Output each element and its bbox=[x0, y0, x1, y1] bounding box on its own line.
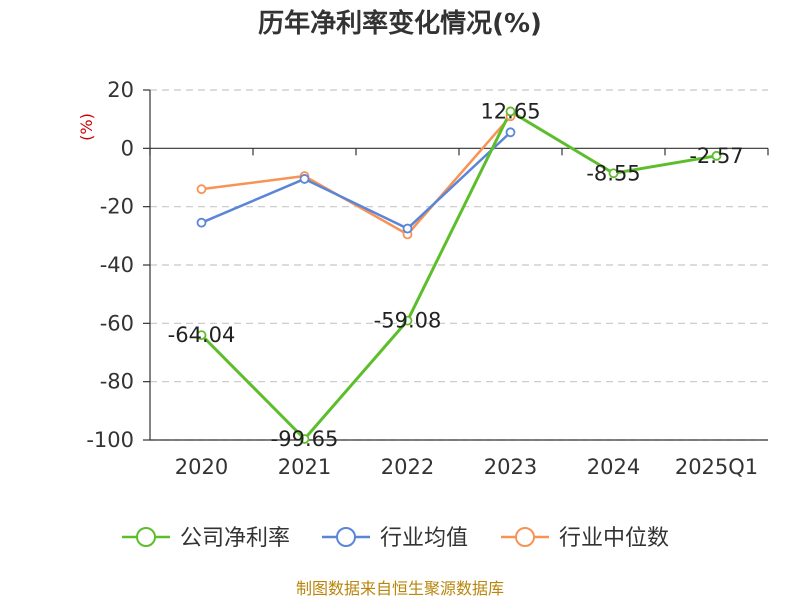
data-point bbox=[608, 168, 619, 179]
data-point bbox=[196, 184, 207, 195]
y-tick-label: 0 bbox=[121, 136, 134, 160]
data-point bbox=[505, 106, 516, 117]
legend-label: 公司净利率 bbox=[180, 526, 290, 551]
legend-item[interactable]: 行业中位数 bbox=[501, 526, 669, 551]
data-label: 12.65 bbox=[480, 99, 540, 123]
series-line bbox=[201, 131, 512, 230]
series-points bbox=[196, 106, 722, 444]
legend[interactable]: 公司净利率 行业均值 行业中位数 bbox=[122, 526, 669, 551]
x-tick-label: 2020 bbox=[175, 455, 228, 479]
y-tick-label: -60 bbox=[100, 311, 134, 335]
data-point bbox=[711, 150, 722, 161]
data-point bbox=[402, 223, 413, 234]
legend-marker bbox=[136, 527, 156, 547]
series-lines bbox=[200, 109, 717, 441]
legend-label: 行业均值 bbox=[380, 526, 468, 551]
data-label: -99.65 bbox=[271, 427, 339, 451]
x-tick-labels: 2020 2021 2022 2023 2024 2025Q1 bbox=[175, 455, 758, 479]
y-tick-label: 20 bbox=[107, 78, 134, 102]
legend-marker bbox=[336, 527, 356, 547]
legend-item[interactable]: 公司净利率 bbox=[122, 526, 290, 551]
data-label: -8.55 bbox=[586, 161, 640, 185]
x-tick-label: 2023 bbox=[484, 455, 537, 479]
y-tick-labels: 20 0 -20 -40 -60 -80 -100 bbox=[86, 78, 134, 452]
data-label: -64.04 bbox=[168, 323, 236, 347]
y-tick-label: -40 bbox=[100, 253, 134, 277]
y-tick-label: -80 bbox=[100, 370, 134, 394]
data-point bbox=[505, 127, 516, 138]
legend-label: 行业中位数 bbox=[559, 526, 669, 551]
source-note: 制图数据来自恒生聚源数据库 bbox=[296, 579, 504, 598]
series-line bbox=[201, 115, 512, 236]
data-label: -2.57 bbox=[689, 144, 743, 168]
series-line bbox=[200, 109, 717, 441]
data-point bbox=[196, 330, 207, 341]
legend-marker bbox=[515, 527, 535, 547]
data-point bbox=[402, 315, 413, 326]
chart-title: 历年净利率变化情况(%) bbox=[258, 8, 542, 39]
x-tick-label: 2025Q1 bbox=[675, 455, 758, 479]
data-labels: -64.04 -99.65 -59.08 12.65 -8.55 -2.57 bbox=[168, 99, 744, 451]
x-tick-label: 2021 bbox=[278, 455, 331, 479]
x-tick-label: 2022 bbox=[381, 455, 434, 479]
y-axis-label: (%) bbox=[77, 113, 96, 141]
grid-lines bbox=[150, 89, 768, 441]
data-point bbox=[299, 434, 310, 444]
y-tick-label: -100 bbox=[86, 428, 134, 452]
axes bbox=[143, 89, 769, 441]
x-tick-label: 2024 bbox=[587, 455, 640, 479]
legend-item[interactable]: 行业均值 bbox=[322, 526, 468, 551]
data-point bbox=[196, 217, 207, 228]
data-point bbox=[299, 174, 310, 184]
y-tick-label: -20 bbox=[100, 195, 134, 219]
data-label: -59.08 bbox=[374, 309, 442, 333]
